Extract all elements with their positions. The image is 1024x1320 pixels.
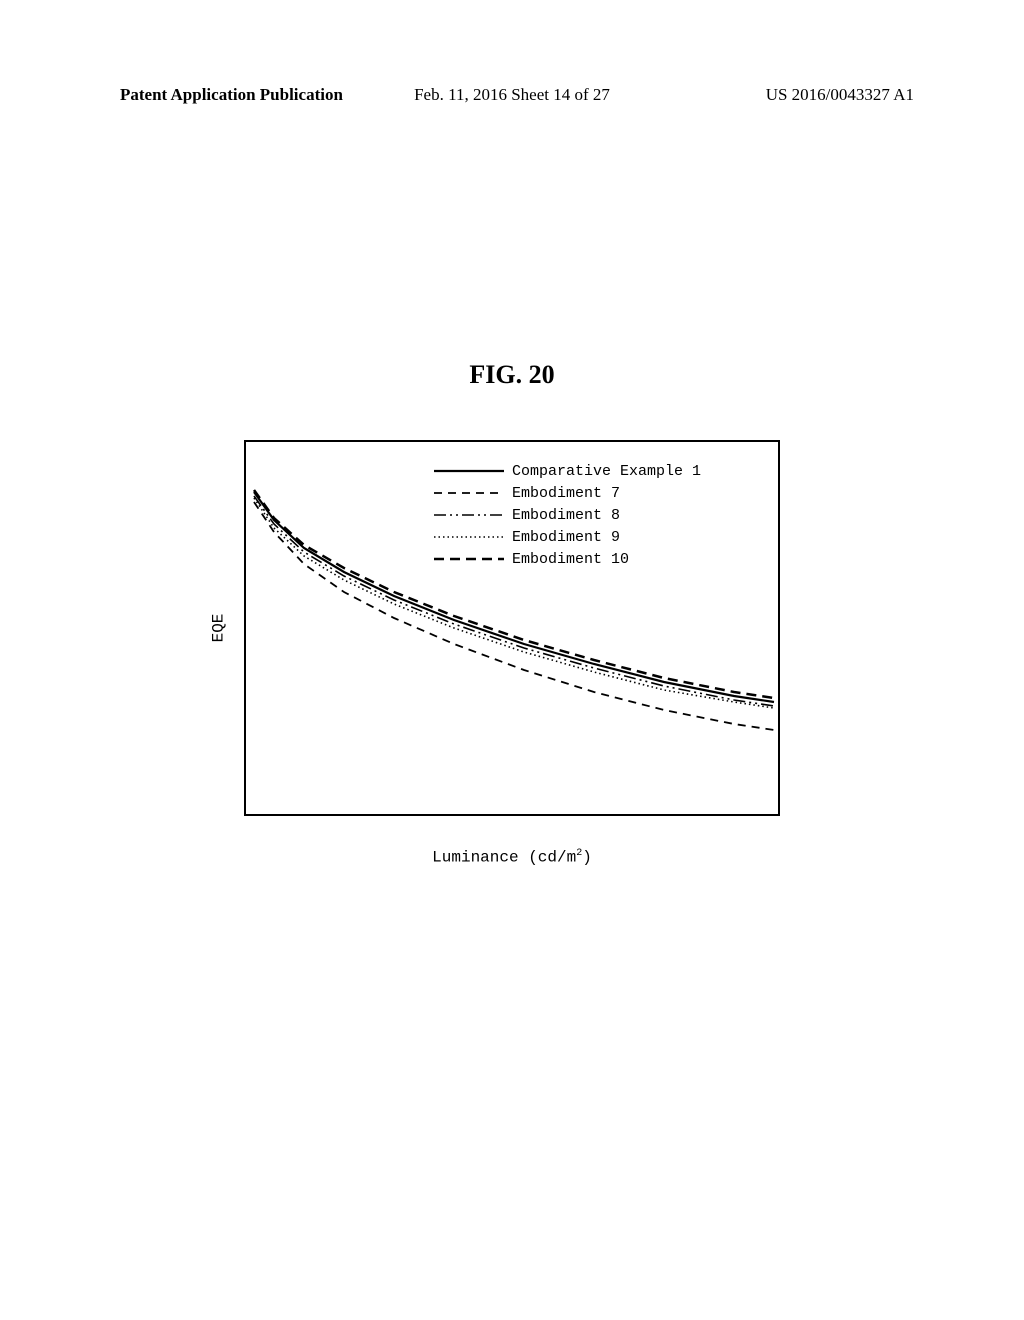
curve-emb8 [254, 496, 774, 706]
x-label-suffix: ) [582, 848, 592, 866]
header-right: US 2016/0043327 A1 [766, 85, 914, 105]
curve-emb9 [254, 498, 774, 708]
curve-comp1 [254, 492, 774, 702]
header-left: Patent Application Publication [120, 85, 343, 105]
chart-curves [244, 440, 780, 816]
chart-container: EQE Luminance (cd/m2) Comparative Exampl… [244, 440, 780, 816]
x-axis-label: Luminance (cd/m2) [432, 848, 592, 866]
y-axis-label: EQE [209, 614, 227, 643]
header-center: Feb. 11, 2016 Sheet 14 of 27 [414, 85, 610, 105]
figure-title: FIG. 20 [469, 360, 554, 390]
x-label-prefix: Luminance (cd/m [432, 848, 576, 866]
page-header: Patent Application Publication Feb. 11, … [0, 85, 1024, 105]
